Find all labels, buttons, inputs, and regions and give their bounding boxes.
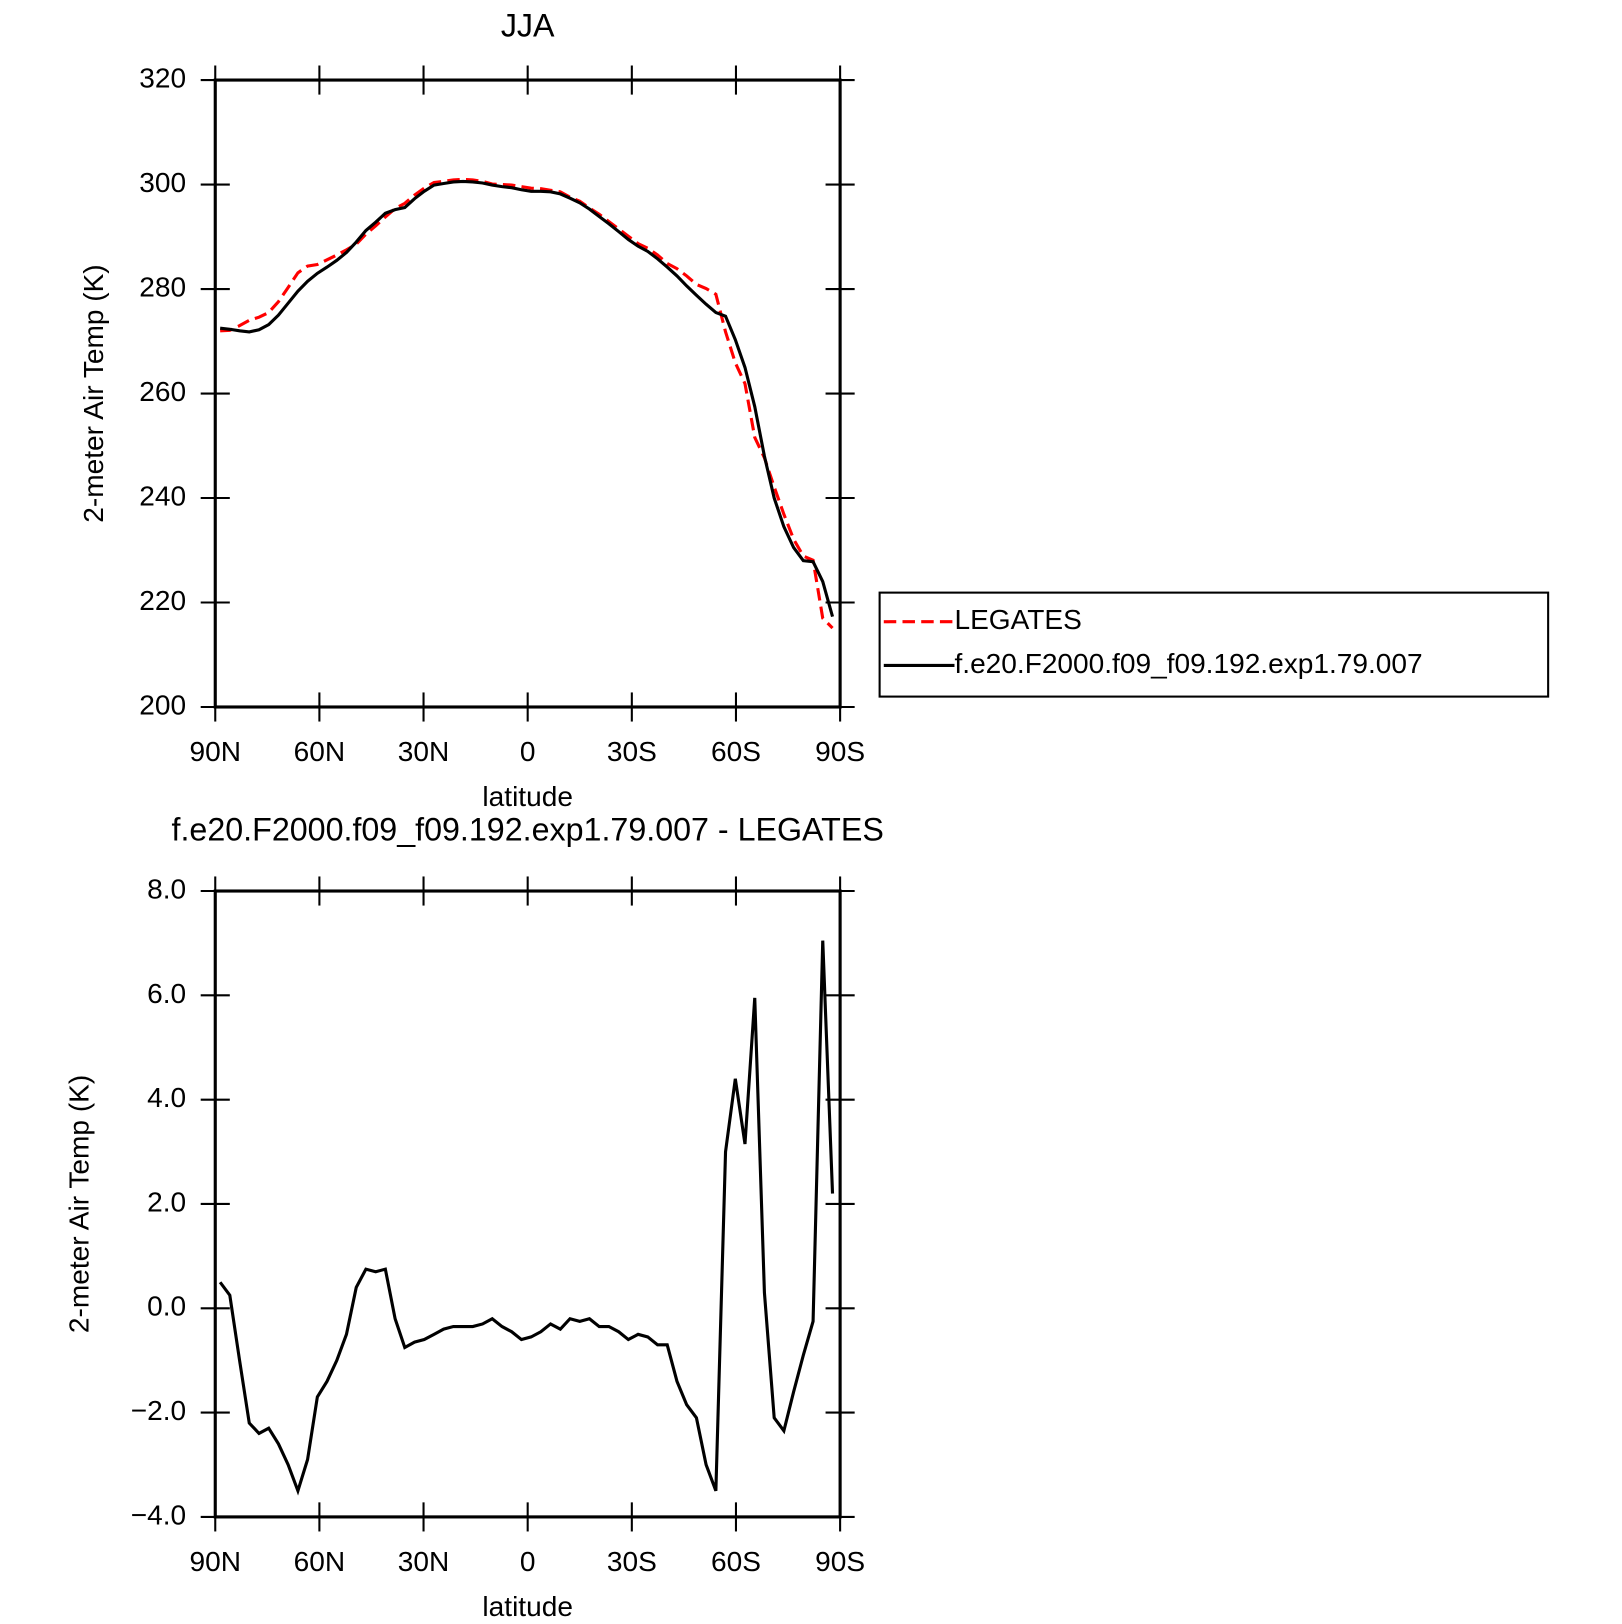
y-axis-label: 2-meter Air Temp (K) xyxy=(78,264,109,522)
legend-label: LEGATES xyxy=(954,604,1081,635)
data-line xyxy=(220,177,834,630)
chart-title: JJA xyxy=(501,8,555,44)
data-line xyxy=(218,940,835,1496)
x-tick-label: 30N xyxy=(398,1546,449,1577)
y-tick-label: 320 xyxy=(139,62,186,93)
x-tick-label: 90S xyxy=(815,736,865,767)
data-line xyxy=(219,179,835,618)
x-tick-label: 30S xyxy=(607,736,657,767)
y-tick-label: 260 xyxy=(139,376,186,407)
x-axis-label: latitude xyxy=(482,781,573,812)
plot-frame xyxy=(213,889,842,1519)
y-tick-label: 220 xyxy=(139,585,186,616)
y-tick-label: 300 xyxy=(139,167,186,198)
y-tick-label: 200 xyxy=(139,689,186,720)
chart-title: f.e20.F2000.f09_f09.192.exp1.79.007 - LE… xyxy=(172,811,884,847)
x-tick-label: 90S xyxy=(815,1546,865,1577)
x-tick-label: 30N xyxy=(398,736,449,767)
legend-box xyxy=(878,591,1550,698)
x-tick-label: 90N xyxy=(190,1546,241,1577)
x-axis-label: latitude xyxy=(482,1591,573,1622)
y-tick-label: 0.0 xyxy=(147,1291,186,1322)
y-tick-label: −2.0 xyxy=(131,1395,186,1426)
y-tick-label: 8.0 xyxy=(147,873,186,904)
y-axis-label: 2-meter Air Temp (K) xyxy=(64,1075,95,1333)
legend-label: f.e20.F2000.f09_f09.192.exp1.79.007 xyxy=(954,648,1422,679)
x-tick-label: 0 xyxy=(520,1546,536,1577)
y-tick-label: 2.0 xyxy=(147,1186,186,1217)
y-tick-label: 6.0 xyxy=(147,978,186,1009)
y-tick-label: 240 xyxy=(139,480,186,511)
x-tick-label: 90N xyxy=(190,736,241,767)
y-tick-label: 280 xyxy=(139,271,186,302)
y-tick-label: −4.0 xyxy=(131,1499,186,1530)
x-tick-label: 30S xyxy=(607,1546,657,1577)
x-tick-label: 60S xyxy=(711,736,761,767)
x-tick-label: 60S xyxy=(711,1546,761,1577)
x-tick-label: 60N xyxy=(294,1546,345,1577)
y-tick-label: 4.0 xyxy=(147,1082,186,1113)
x-tick-label: 0 xyxy=(520,736,536,767)
x-tick-label: 60N xyxy=(294,736,345,767)
